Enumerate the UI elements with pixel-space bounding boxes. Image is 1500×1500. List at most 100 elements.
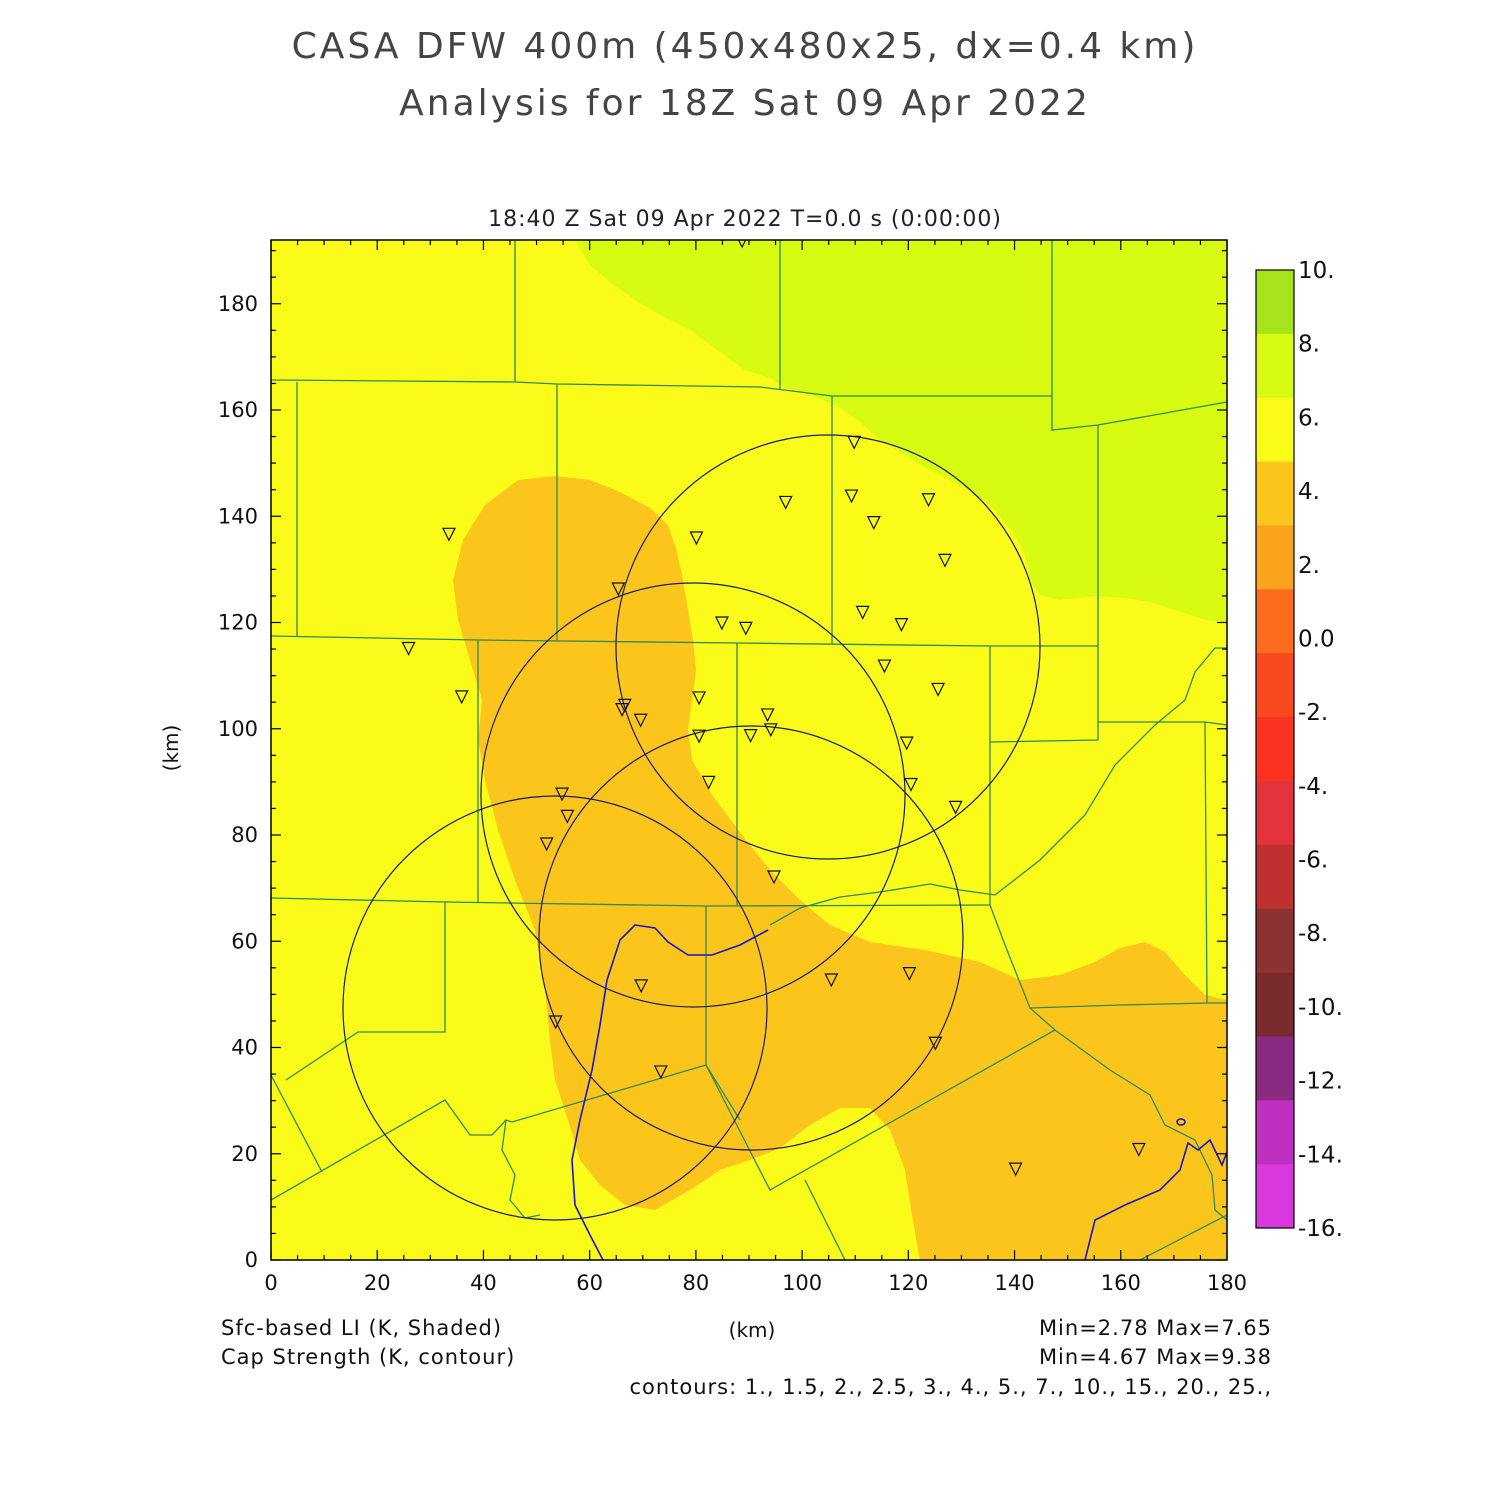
station-marker — [824, 973, 839, 988]
colorbar-swatch — [1256, 461, 1294, 526]
x-axis-label: (km) — [729, 1318, 776, 1342]
x-tick-label: 140 — [995, 1271, 1035, 1295]
station-marker — [560, 809, 575, 824]
colorbar-swatch — [1256, 1100, 1294, 1165]
station-marker — [866, 516, 881, 530]
colorbar-frame — [1255, 269, 1295, 1229]
colorbar-swatch — [1256, 589, 1294, 654]
colorbar-label: 4. — [1298, 479, 1320, 505]
station-marker — [615, 703, 630, 717]
colorbar-label: -8. — [1298, 921, 1328, 947]
y-tick-label: 60 — [231, 929, 258, 953]
station-marker — [737, 240, 747, 249]
colorbar-label: -12. — [1298, 1069, 1343, 1095]
axis-ticks — [270, 240, 1228, 1261]
y-axis-label: (km) — [159, 725, 183, 772]
station-marker — [689, 531, 704, 546]
footer-contour-levels: contours: 1., 1.5, 2., 2.5, 3., 4., 5., … — [629, 1375, 1272, 1399]
colorbar-swatch — [1256, 908, 1294, 974]
x-tick-label: 100 — [782, 1271, 822, 1295]
station-marker — [555, 787, 570, 802]
station-marker — [653, 1065, 668, 1080]
x-tick-label: 20 — [364, 1271, 391, 1295]
y-tick-label: 40 — [231, 1036, 258, 1060]
colorbar-swatch — [1256, 525, 1294, 590]
station-marker — [938, 553, 952, 568]
colorbar-swatch — [1256, 1036, 1294, 1101]
station-marker — [743, 729, 758, 743]
footer-shaded-field: Sfc-based LI (K, Shaded) — [221, 1316, 502, 1340]
y-tick-label: 120 — [218, 611, 258, 635]
station-marker — [894, 618, 909, 632]
station-marker — [760, 708, 775, 723]
x-tick-label: 0 — [264, 1271, 277, 1295]
colorbar-label: -16. — [1298, 1216, 1343, 1242]
colorbar-label: -14. — [1298, 1142, 1343, 1168]
y-tick-label: 140 — [218, 504, 258, 528]
colorbar-swatch — [1256, 780, 1294, 846]
li-region-2-4 — [453, 476, 1227, 1260]
colorbar-label: 2. — [1298, 553, 1320, 579]
county-boundaries — [271, 240, 1227, 1260]
colorbar-label: -10. — [1298, 995, 1343, 1021]
radar-ring-east — [538, 725, 964, 1151]
station-marker — [401, 641, 416, 656]
figure-title-line1: CASA DFW 400m (450x480x25, dx=0.4 km) — [292, 26, 1199, 67]
cap-strength-contours — [571, 924, 1227, 1260]
station-marker — [763, 723, 778, 738]
x-tick-label: 120 — [888, 1271, 928, 1295]
station-marker — [548, 1015, 563, 1030]
colorbar-swatch — [1256, 972, 1294, 1037]
station-marker — [714, 616, 729, 631]
station-marker — [539, 837, 554, 852]
station-marker — [766, 870, 781, 885]
map-plot-area — [271, 240, 1227, 1260]
station-marker — [928, 1036, 943, 1051]
colorbar-label: -2. — [1298, 700, 1328, 726]
x-tick-label: 40 — [470, 1271, 497, 1295]
station-marker — [1131, 1142, 1146, 1157]
x-axis-tick-labels: 0 20 40 60 80 100 120 140 160 180 — [264, 1271, 1247, 1295]
station-marker — [948, 800, 963, 815]
y-tick-label: 180 — [218, 292, 258, 316]
station-marker — [931, 682, 946, 697]
y-axis-tick-labels: 0 20 40 60 80 100 120 140 160 180 — [218, 292, 258, 1272]
colorbar-label: 8. — [1298, 332, 1320, 358]
station-marker — [454, 690, 469, 705]
y-tick-label: 0 — [245, 1248, 258, 1272]
footer-contour-minmax: Min=4.67 Max=9.38 — [1039, 1345, 1272, 1369]
station-marker — [844, 489, 859, 504]
colorbar-label: -4. — [1298, 774, 1328, 800]
colorbar-swatch — [1256, 1164, 1294, 1229]
x-tick-label: 80 — [683, 1271, 710, 1295]
station-marker — [692, 691, 707, 706]
footer-shaded-minmax: Min=2.78 Max=7.65 — [1039, 1316, 1272, 1340]
radar-ring-north — [615, 434, 1041, 860]
y-tick-label: 100 — [218, 717, 258, 741]
station-marker — [634, 979, 649, 994]
colorbar-label: -6. — [1298, 848, 1328, 874]
colorbar-swatch — [1256, 653, 1294, 718]
radar-range-rings — [342, 434, 1041, 1221]
radar-ring-southwest — [342, 795, 768, 1221]
station-marker — [441, 527, 456, 542]
colorbar-label: 10. — [1298, 258, 1335, 284]
colorbar-label: 6. — [1298, 405, 1320, 431]
station-marker — [855, 605, 870, 620]
li-region-6-8 — [575, 240, 1227, 622]
x-tick-label: 180 — [1207, 1271, 1247, 1295]
y-tick-label: 160 — [218, 398, 258, 422]
footer-contour-field: Cap Strength (K, contour) — [221, 1345, 515, 1369]
station-marker — [847, 435, 862, 450]
colorbar-swatch — [1256, 333, 1294, 399]
station-marker — [877, 659, 892, 674]
y-tick-label: 20 — [231, 1142, 258, 1166]
station-marker — [611, 582, 626, 597]
station-marker — [778, 495, 793, 510]
colorbar-label: 0.0 — [1298, 626, 1335, 652]
station-marker — [633, 713, 648, 728]
station-marker — [738, 621, 753, 636]
colorbar-swatch — [1256, 270, 1294, 335]
valid-time-subtitle: 18:40 Z Sat 09 Apr 2022 T=0.0 s (0:00:00… — [488, 207, 1002, 232]
